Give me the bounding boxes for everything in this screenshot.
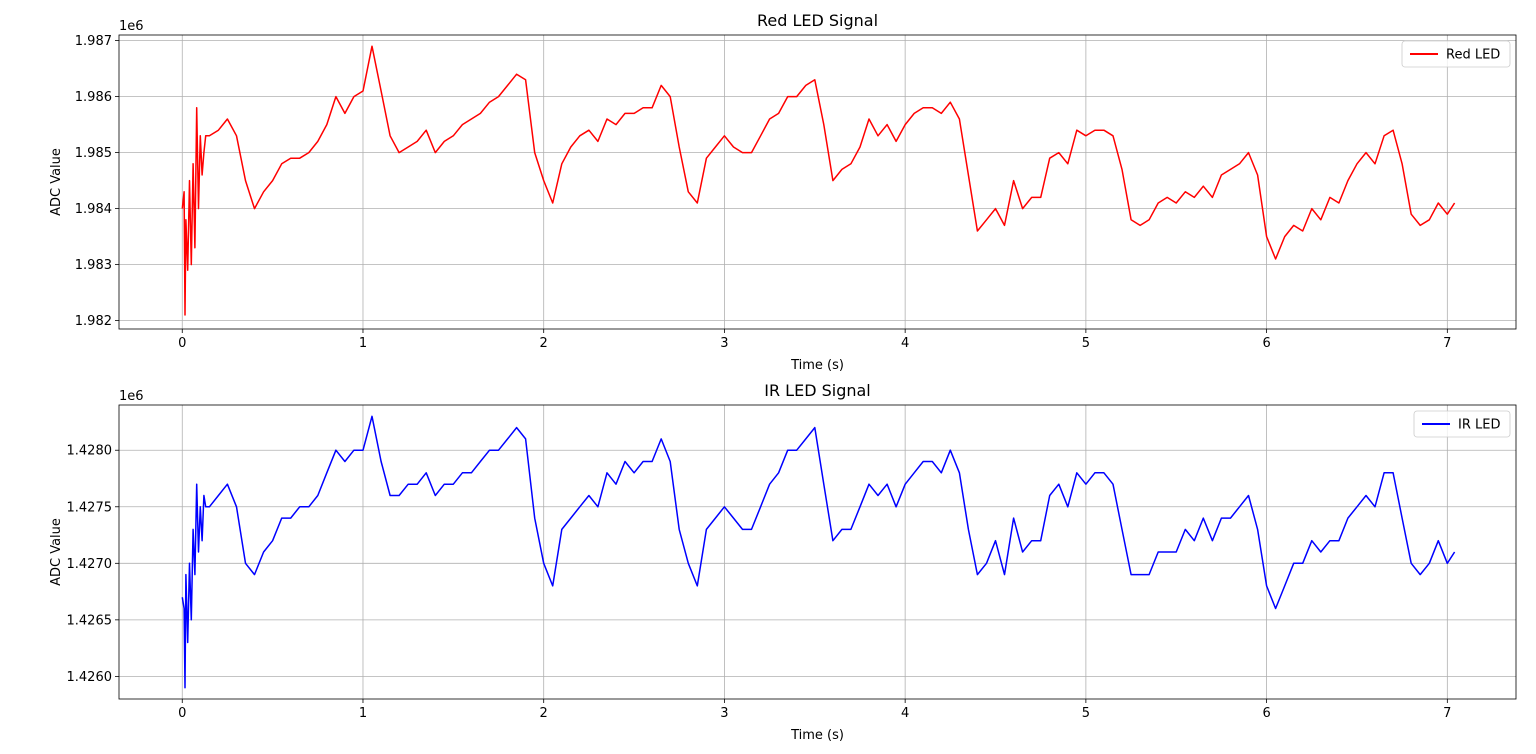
x-tick-label: 4 bbox=[901, 706, 909, 721]
x-axis-label: Time (s) bbox=[790, 358, 844, 373]
y-tick-label: 1.986 bbox=[75, 90, 112, 105]
x-tick-label: 1 bbox=[359, 336, 367, 351]
y-axis-label: ADC Value bbox=[49, 518, 64, 586]
chart-title: IR LED Signal bbox=[764, 381, 871, 400]
y-tick-label: 1.4275 bbox=[67, 500, 113, 515]
chart-title: Red LED Signal bbox=[757, 11, 878, 30]
x-tick-label: 5 bbox=[1082, 336, 1090, 351]
axes-frame bbox=[118, 34, 1517, 330]
y-tick-label: 1.983 bbox=[75, 258, 112, 273]
legend-box bbox=[1401, 40, 1511, 68]
x-tick-label: 6 bbox=[1262, 336, 1270, 351]
y-tick-label: 1.984 bbox=[75, 202, 112, 217]
x-tick-label: 2 bbox=[540, 336, 548, 351]
x-tick-label: 0 bbox=[178, 706, 186, 721]
y-tick-label: 1.4265 bbox=[67, 613, 113, 628]
axes-red-led: 0 1 2 3 4 5 6 7 1.982 1.983 1.984 1.985 1.986 1.987 1e… bbox=[49, 11, 1517, 373]
legend: Red LED bbox=[1401, 40, 1511, 68]
x-tick-label: 6 bbox=[1262, 706, 1270, 721]
x-tick-label: 3 bbox=[720, 336, 728, 351]
y-tick-label: 1.987 bbox=[75, 34, 112, 49]
x-tick-label: 0 bbox=[178, 336, 186, 351]
axes-ir-led: 0 1 2 3 4 5 6 7 1.4260 1.4265 1.4270 1.4275 1.4280 1e… bbox=[49, 381, 1517, 743]
x-tick-label: 2 bbox=[540, 706, 548, 721]
legend: IR LED bbox=[1413, 410, 1511, 438]
y-offset-label: 1e6 bbox=[119, 19, 144, 34]
x-tick-label: 5 bbox=[1082, 706, 1090, 721]
legend-label: Red LED bbox=[1446, 48, 1500, 63]
y-tick-label: 1.4270 bbox=[67, 557, 113, 572]
y-tick-label: 1.985 bbox=[75, 146, 112, 161]
y-tick-label: 1.982 bbox=[75, 314, 112, 329]
series-line-ir-led bbox=[181, 415, 1456, 689]
x-tick-label: 3 bbox=[720, 706, 728, 721]
axes-frame bbox=[118, 404, 1517, 700]
y-axis-label: ADC Value bbox=[49, 148, 64, 216]
x-tick-label: 7 bbox=[1443, 336, 1451, 351]
legend-box bbox=[1413, 410, 1511, 438]
y-offset-label: 1e6 bbox=[119, 389, 144, 404]
y-tick-label: 1.4280 bbox=[67, 444, 113, 459]
x-tick-label: 1 bbox=[359, 706, 367, 721]
series-line-red-led bbox=[181, 45, 1456, 316]
x-tick-label: 4 bbox=[901, 336, 909, 351]
x-axis-label: Time (s) bbox=[790, 728, 844, 743]
legend-label: IR LED bbox=[1458, 418, 1500, 433]
x-tick-label: 7 bbox=[1443, 706, 1451, 721]
y-tick-label: 1.4260 bbox=[67, 670, 113, 685]
